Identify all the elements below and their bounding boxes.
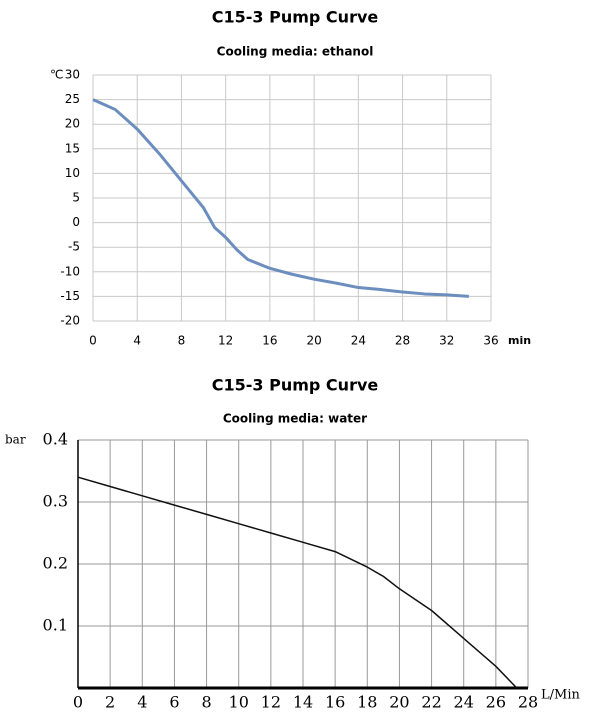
x-tick-label: 10: [229, 693, 249, 712]
x-tick-label: 2: [105, 693, 115, 712]
x-tick-label: 8: [201, 693, 211, 712]
chart-subtitle: Cooling media: ethanol: [217, 45, 374, 59]
y-tick-label: 15: [65, 141, 80, 155]
x-tick-label: 8: [178, 334, 186, 348]
data-line: [77, 476, 518, 689]
y-tick-label: 0.2: [43, 554, 68, 573]
y-tick-label: 5: [72, 191, 80, 205]
x-tick-label: 12: [218, 334, 233, 348]
x-tick-label: 0: [89, 334, 97, 348]
x-axis-label: L/Min: [541, 688, 580, 703]
x-tick-label: 4: [137, 693, 147, 712]
y-axis-label: bar: [5, 433, 26, 447]
x-tick-label: 16: [262, 334, 277, 348]
x-tick-label: 32: [439, 334, 454, 348]
y-tick-label: 0.4: [43, 430, 68, 449]
x-axis-label: min: [508, 334, 531, 347]
x-tick-label: 6: [169, 693, 179, 712]
x-tick-label: 12: [261, 693, 281, 712]
y-tick-label: 20: [65, 117, 80, 131]
x-tick-label: 20: [389, 693, 409, 712]
y-tick-label: 0.3: [43, 492, 68, 511]
x-tick-label: 24: [351, 334, 366, 348]
x-tick-label: 14: [293, 693, 313, 712]
y-axis-label: ℃: [50, 68, 63, 82]
x-tick-label: 28: [395, 334, 410, 348]
y-tick-label: -5: [68, 240, 80, 254]
x-tick-label: 24: [454, 693, 474, 712]
x-tick-label: 36: [483, 334, 498, 348]
x-tick-label: 4: [133, 334, 141, 348]
y-tick-label: -20: [60, 314, 80, 328]
y-tick-label: 0.1: [43, 616, 68, 635]
chart-subtitle: Cooling media: water: [223, 412, 367, 426]
y-tick-label: 10: [65, 166, 80, 180]
x-tick-label: 28: [518, 693, 538, 712]
y-tick-label: -10: [60, 264, 80, 278]
x-tick-label: 26: [486, 693, 506, 712]
y-tick-label: -15: [60, 289, 80, 303]
x-tick-label: 0: [73, 693, 83, 712]
data-line: [92, 98, 469, 298]
x-tick-label: 16: [325, 693, 345, 712]
y-tick-label: 25: [65, 92, 80, 106]
y-tick-label: 30: [65, 68, 80, 82]
chart-title: C15-3 Pump Curve: [212, 8, 379, 27]
x-tick-label: 20: [306, 334, 321, 348]
x-tick-label: 18: [357, 693, 377, 712]
y-tick-label: 0: [72, 215, 80, 229]
chart-title: C15-3 Pump Curve: [212, 376, 379, 395]
x-tick-label: 22: [421, 693, 441, 712]
